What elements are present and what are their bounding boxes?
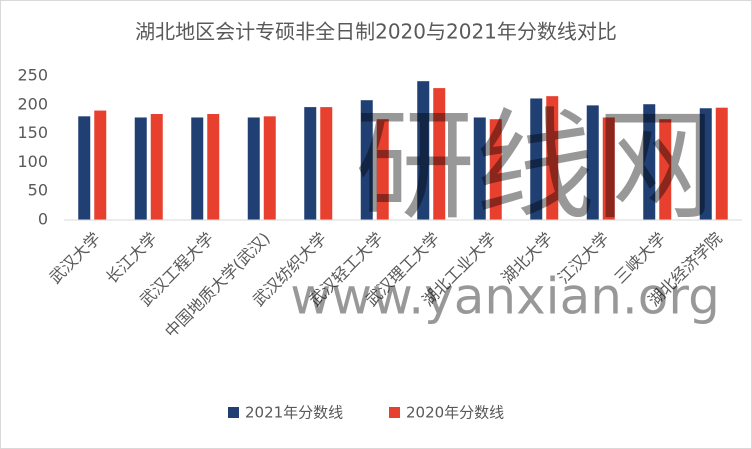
- bar: [417, 81, 430, 221]
- chart-title: 湖北地区会计专硕非全日制2020与2021年分数线对比: [135, 20, 617, 44]
- bar: [304, 107, 317, 220]
- bar: [643, 104, 656, 220]
- bar: [659, 119, 672, 220]
- bar: [473, 117, 486, 220]
- y-tick-label: 250: [17, 66, 48, 85]
- bar: [530, 98, 543, 220]
- watermark: 研线网: [355, 98, 715, 237]
- bar: [360, 100, 373, 220]
- bar: [433, 88, 446, 220]
- bar: [134, 117, 147, 220]
- legend-swatch: [389, 407, 400, 418]
- watermark: www.yanxian.org: [290, 268, 720, 326]
- bar: [586, 105, 599, 220]
- bar: [546, 96, 559, 220]
- bar: [376, 119, 389, 220]
- y-tick-label: 100: [17, 152, 48, 171]
- y-tick-label: 50: [28, 181, 48, 200]
- bar: [320, 107, 333, 220]
- legend-label: 2021年分数线: [245, 404, 343, 422]
- bar: [489, 119, 502, 220]
- legend-label: 2020年分数线: [406, 404, 504, 422]
- bar: [602, 117, 615, 220]
- bar: [247, 117, 260, 220]
- bar: [699, 108, 712, 220]
- bar: [715, 107, 728, 220]
- bar: [263, 116, 276, 220]
- bar: [94, 110, 107, 220]
- y-tick-label: 0: [38, 210, 48, 229]
- bar: [207, 114, 220, 220]
- legend-swatch: [228, 407, 239, 418]
- y-tick-label: 150: [17, 123, 48, 142]
- bar: [191, 117, 204, 220]
- bar: [78, 116, 91, 220]
- bar: [150, 114, 163, 220]
- y-tick-label: 200: [17, 94, 48, 113]
